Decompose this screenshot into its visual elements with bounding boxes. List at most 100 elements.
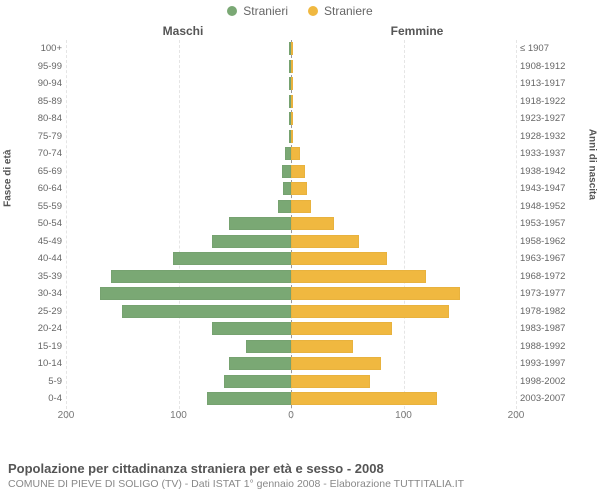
- age-label: 25-29: [30, 306, 66, 317]
- bar-area: [66, 320, 516, 338]
- age-label: 50-54: [30, 218, 66, 229]
- bar-male: [111, 270, 291, 283]
- age-label: 75-79: [30, 131, 66, 142]
- pyramid-row: 65-69 1938-1942: [30, 163, 570, 181]
- bar-female: [291, 357, 381, 370]
- pyramid-row: 85-89 1918-1922: [30, 93, 570, 111]
- pyramid-rows: 100+≤ 190795-991908-191290-941913-191785…: [30, 40, 570, 408]
- bar-area: [66, 303, 516, 321]
- bar-female: [291, 42, 293, 55]
- bar-male: [229, 217, 291, 230]
- y-axis-title-left: Fasce di età: [3, 149, 14, 206]
- pyramid-row: 5-9 1998-2002: [30, 373, 570, 391]
- age-label: 10-14: [30, 358, 66, 369]
- bar-male: [100, 287, 291, 300]
- bar-female: [291, 305, 449, 318]
- bar-female: [291, 165, 305, 178]
- pyramid-row: 55-591948-1952: [30, 198, 570, 216]
- pyramid-row: 50-54 1953-1957: [30, 215, 570, 233]
- birth-label: 1968-1972: [516, 271, 570, 282]
- age-label: 5-9: [30, 376, 66, 387]
- bar-male: [173, 252, 291, 265]
- birth-label: 1948-1952: [516, 201, 570, 212]
- bar-male: [282, 165, 291, 178]
- pyramid-row: 10-14 1993-1997: [30, 355, 570, 373]
- birth-label: 1943-1947: [516, 183, 570, 194]
- column-title-male: Maschi: [30, 24, 300, 38]
- pyramid-row: 75-79 1928-1932: [30, 128, 570, 146]
- birth-label: 1958-1962: [516, 236, 570, 247]
- birth-label: 1963-1967: [516, 253, 570, 264]
- age-label: 45-49: [30, 236, 66, 247]
- bar-female: [291, 270, 426, 283]
- pyramid-row: 35-39 1968-1972: [30, 268, 570, 286]
- bar-area: [66, 233, 516, 251]
- x-tick: 200: [508, 410, 525, 421]
- y-axis-title-right: Anni di nascita: [587, 128, 598, 199]
- birth-label: 1938-1942: [516, 166, 570, 177]
- birth-label: 1923-1927: [516, 113, 570, 124]
- bar-area: [66, 215, 516, 233]
- x-tick: 100: [170, 410, 187, 421]
- bar-female: [291, 130, 293, 143]
- bar-area: [66, 268, 516, 286]
- chart-title: Popolazione per cittadinanza straniera p…: [8, 461, 592, 476]
- bar-area: [66, 180, 516, 198]
- bar-male: [229, 357, 291, 370]
- birth-label: 1918-1922: [516, 96, 570, 107]
- bar-area: [66, 40, 516, 58]
- bar-female: [291, 252, 387, 265]
- bar-male: [122, 305, 291, 318]
- birth-label: 1953-1957: [516, 218, 570, 229]
- bar-area: [66, 128, 516, 146]
- pyramid-row: 60-641943-1947: [30, 180, 570, 198]
- legend: Stranieri Straniere: [0, 0, 600, 18]
- footer: Popolazione per cittadinanza straniera p…: [8, 461, 592, 490]
- age-label: 85-89: [30, 96, 66, 107]
- age-label: 80-84: [30, 113, 66, 124]
- bar-female: [291, 112, 293, 125]
- bar-female: [291, 340, 353, 353]
- bar-area: [66, 93, 516, 111]
- legend-label-male: Stranieri: [243, 4, 288, 18]
- birth-label: ≤ 1907: [516, 43, 570, 54]
- x-tick: 0: [288, 410, 294, 421]
- bar-area: [66, 390, 516, 408]
- pyramid-row: 100+ ≤ 1907: [30, 40, 570, 58]
- bar-female: [291, 60, 293, 73]
- bar-male: [278, 200, 292, 213]
- pyramid-row: 80-84 1923-1927: [30, 110, 570, 128]
- age-label: 70-74: [30, 148, 66, 159]
- bar-female: [291, 322, 392, 335]
- pyramid-row: 90-941913-1917: [30, 75, 570, 93]
- birth-label: 1983-1987: [516, 323, 570, 334]
- birth-label: 1998-2002: [516, 376, 570, 387]
- pyramid-row: 40-441963-1967: [30, 250, 570, 268]
- bar-area: [66, 75, 516, 93]
- legend-item-female: Straniere: [308, 4, 373, 18]
- bar-area: [66, 110, 516, 128]
- pyramid-row: 15-191988-1992: [30, 338, 570, 356]
- birth-label: 1908-1912: [516, 61, 570, 72]
- bar-area: [66, 250, 516, 268]
- bar-female: [291, 182, 307, 195]
- age-label: 100+: [30, 43, 66, 54]
- bar-male: [283, 182, 291, 195]
- bar-male: [246, 340, 291, 353]
- pyramid-row: 95-99 1908-1912: [30, 58, 570, 76]
- birth-label: 1933-1937: [516, 148, 570, 159]
- birth-label: 1928-1932: [516, 131, 570, 142]
- age-label: 95-99: [30, 61, 66, 72]
- x-axis: 2001000100200: [30, 410, 570, 424]
- age-label: 65-69: [30, 166, 66, 177]
- bar-female: [291, 200, 311, 213]
- legend-swatch-female: [308, 6, 318, 16]
- birth-label: 1978-1982: [516, 306, 570, 317]
- chart: Fasce di età Anni di nascita Maschi Femm…: [30, 24, 570, 435]
- age-label: 35-39: [30, 271, 66, 282]
- pyramid-row: 20-241983-1987: [30, 320, 570, 338]
- bar-area: [66, 338, 516, 356]
- bar-area: [66, 355, 516, 373]
- birth-label: 1993-1997: [516, 358, 570, 369]
- bar-female: [291, 147, 300, 160]
